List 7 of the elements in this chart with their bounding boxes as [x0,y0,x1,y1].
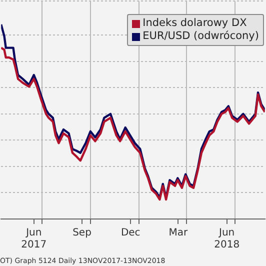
x-tick-label: Sep [72,228,92,239]
x-tick-label: Jun 2018 [214,228,240,251]
x-tick-label: Jun 2017 [21,228,47,251]
x-tick-label: Mar [168,228,189,239]
x-tick-label: Dec [120,228,140,239]
legend-label: EUR/USD (odwrócony) [142,30,259,43]
legend-label: Indeks dolarowy DX [142,17,247,30]
